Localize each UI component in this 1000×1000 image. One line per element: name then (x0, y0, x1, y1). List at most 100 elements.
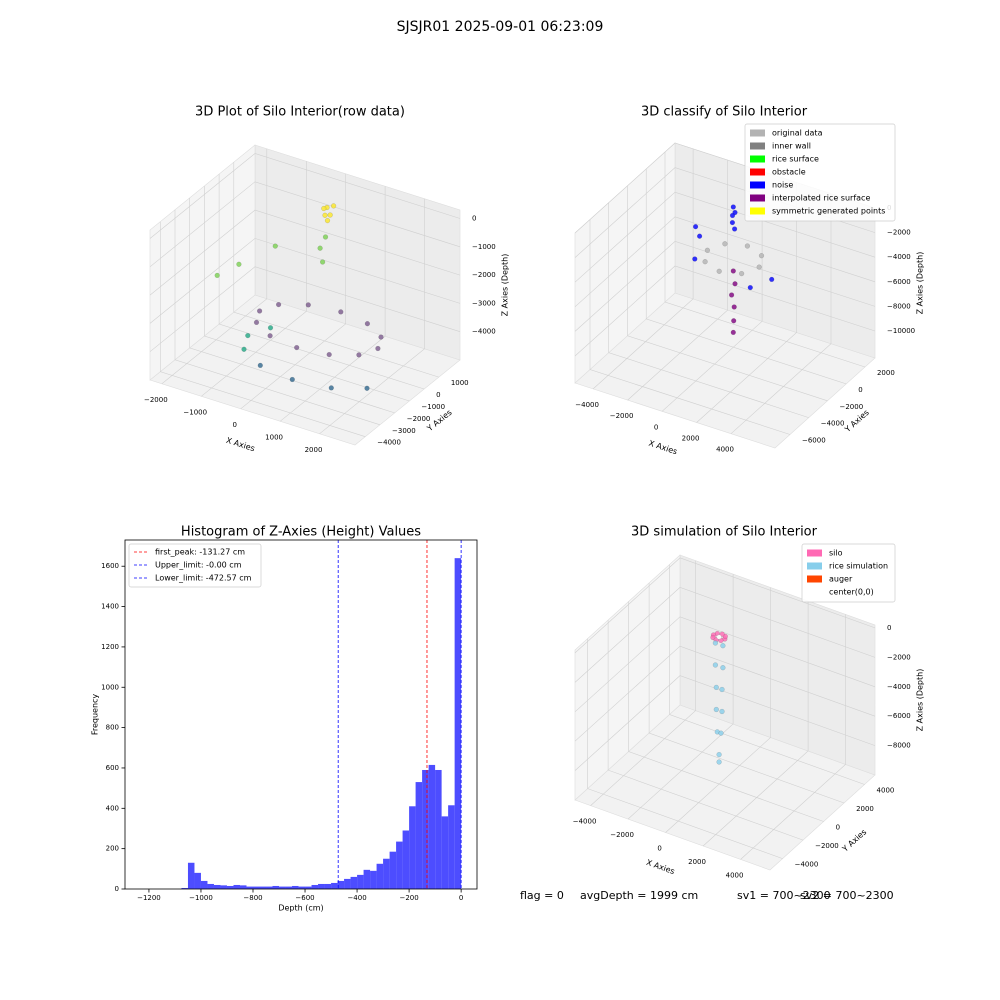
y-tick-label: 0 (858, 386, 862, 394)
y-tick-label: −4000 (377, 439, 401, 447)
data-point (253, 319, 260, 326)
y-tick-label: −4000 (821, 420, 845, 428)
x-grid-line (201, 161, 307, 397)
x-tick-label: −800 (243, 894, 262, 902)
legend-label: first_peak: -131.27 cm (155, 548, 245, 557)
x-tick-label: −2000 (610, 831, 634, 839)
data-point (756, 264, 762, 270)
x-tick-label: −2000 (144, 396, 168, 404)
y-tick-label: 2000 (856, 805, 874, 813)
data-point (747, 285, 753, 291)
legend-label: interpolated rice surface (772, 194, 870, 203)
z-axis-label: Z Axies (Depth) (916, 252, 925, 315)
legend-label: rice surface (772, 155, 819, 164)
z-grid-line (149, 209, 461, 296)
histogram-bar (253, 886, 260, 889)
z-grid-line (574, 645, 876, 742)
y-tick-label: 4000 (877, 786, 895, 794)
x-tick-label: −1200 (137, 894, 161, 902)
z-grid-line (574, 241, 876, 332)
x-tick-label: 4000 (726, 871, 744, 879)
data-point (327, 212, 333, 218)
histogram-bar (370, 870, 377, 889)
data-point (257, 308, 263, 314)
x-grid-line (240, 173, 347, 410)
histogram-bar (181, 887, 188, 889)
histogram-bar (272, 885, 280, 889)
z-tick-label: 0 (472, 214, 476, 222)
legend-label: obstacle (772, 168, 806, 177)
chart-title: 3D classify of Silo Interior (641, 105, 808, 120)
x-axis-label: Depth (cm) (278, 904, 323, 913)
y-tick-label: 800 (106, 724, 119, 732)
legend-swatch (807, 575, 822, 583)
x-tick-label: −400 (347, 894, 366, 902)
y-grid-line (160, 221, 366, 437)
histogram-bar (376, 863, 384, 889)
data-point (758, 253, 765, 259)
z-tick-label: −1000 (472, 243, 496, 251)
histogram-bar (292, 885, 299, 889)
data-point (713, 684, 719, 691)
data-point (322, 234, 329, 240)
x-tick-label: −4000 (575, 401, 599, 409)
y-tick-label: −3000 (392, 427, 416, 435)
data-point (696, 233, 703, 239)
histogram-bar (350, 876, 358, 889)
data-point (731, 304, 737, 310)
data-point (289, 376, 295, 383)
y-tick-label: −1000 (421, 403, 445, 411)
x-tick-label: 0 (654, 423, 658, 431)
data-point (331, 203, 337, 209)
data-point (720, 643, 726, 649)
legend-swatch (750, 194, 765, 202)
histogram-bar (233, 884, 240, 889)
x-grid-line (702, 601, 809, 847)
legend-box (801, 543, 896, 603)
legend-label: symmetric generated points (772, 207, 885, 216)
legend-label: inner wall (772, 142, 811, 151)
histogram-bar (363, 869, 371, 889)
legend-label: silo (829, 549, 843, 558)
y-grid-line (218, 174, 425, 390)
z-axis-label: Z Axies (Depth) (501, 254, 510, 317)
histogram-bar (239, 885, 247, 889)
data-point (338, 309, 344, 315)
y-tick-label: 600 (106, 764, 119, 772)
data-point (702, 259, 708, 265)
data-point (241, 346, 247, 352)
y-grid-line (607, 620, 804, 841)
data-point (692, 256, 698, 262)
histogram-bar (428, 764, 436, 889)
footer-sv2: sv2 = 700~2300 (800, 889, 894, 902)
histogram-bar (220, 885, 227, 889)
z-grid-line (574, 265, 876, 357)
y-tick-label: 1600 (101, 562, 119, 570)
y-tick-label: −2000 (839, 403, 863, 411)
histogram-bar (337, 880, 345, 889)
y-tick-label: 0 (115, 885, 119, 893)
data-point (326, 352, 332, 358)
histogram-bar (305, 886, 312, 889)
data-point (317, 245, 323, 251)
x-grid-line (161, 148, 268, 385)
legend-label: Lower_limit: -472.57 cm (155, 574, 252, 583)
x-tick-label: 4000 (716, 446, 734, 454)
histogram-bar (285, 886, 293, 889)
x-tick-label: −600 (295, 894, 314, 902)
y-axis-label: Frequency (91, 694, 100, 736)
legend-swatch (750, 155, 765, 163)
z-tick-label: −8000 (887, 742, 911, 750)
data-point (305, 302, 311, 308)
data-point (744, 243, 751, 249)
x-tick-label: 2000 (682, 435, 700, 443)
histogram-bar (383, 858, 390, 889)
axes-frame (124, 539, 478, 890)
histogram-bar (213, 884, 221, 889)
x-grid-line (740, 614, 846, 860)
z-grid-line (574, 216, 876, 308)
y-grid-line (627, 185, 828, 402)
data-point (364, 385, 370, 391)
x-grid-line (592, 148, 694, 390)
x-grid-line (730, 193, 832, 434)
